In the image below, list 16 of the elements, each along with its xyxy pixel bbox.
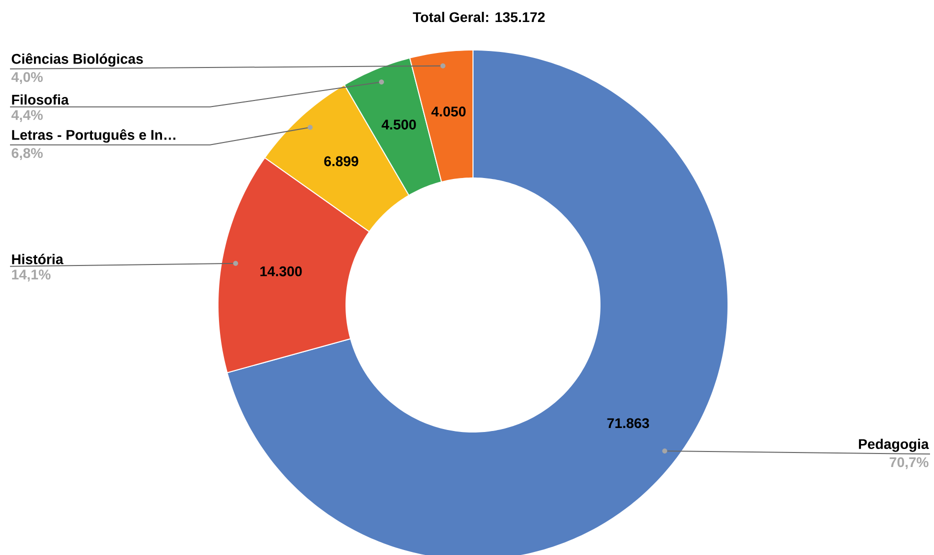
slice-label: História bbox=[12, 254, 64, 264]
text: 6,8% bbox=[12, 148, 43, 160]
data-label: 6.899 bbox=[324, 156, 358, 166]
text: 4,4% bbox=[11, 110, 43, 122]
text: 4,0% bbox=[11, 72, 43, 84]
data-label: 14.300 bbox=[260, 266, 302, 276]
slice-label: Letras - Português e In… bbox=[12, 129, 176, 143]
data-label: 71.863 bbox=[607, 418, 650, 428]
data-label: 4.500 bbox=[382, 120, 416, 130]
slice-label: Pedagogia bbox=[858, 438, 929, 452]
slice-label: Filosofia bbox=[12, 94, 69, 105]
data-label: 4.050 bbox=[431, 106, 466, 116]
slice-label: Ciências Biológicas bbox=[12, 53, 143, 67]
text: 70,7% bbox=[890, 457, 928, 470]
chart-title: Total Geral: 135.172 bbox=[412, 12, 545, 22]
text: 14,1% bbox=[12, 270, 51, 282]
